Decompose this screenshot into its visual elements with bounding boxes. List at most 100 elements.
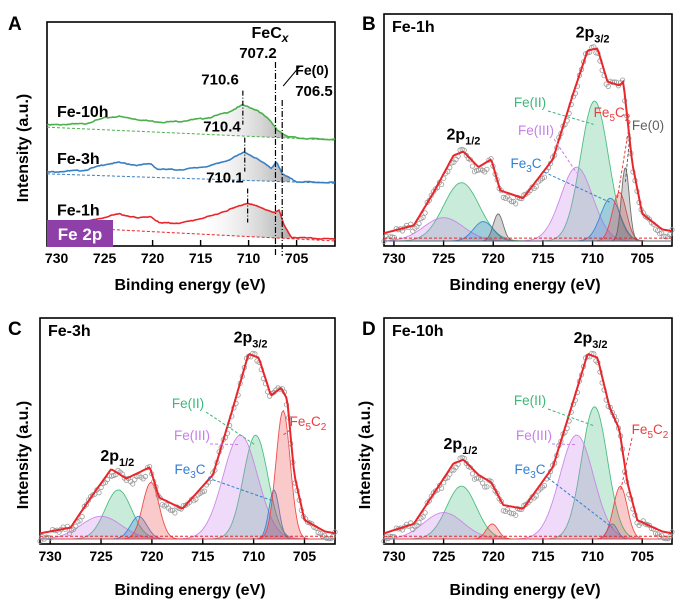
panel-d-ylabel: Intensity (a.u.) — [357, 401, 374, 509]
panel-a: A 730 725 720 715 710 705 Fe-10h 710.6 Fe-3h 710.… — [8, 14, 336, 294]
panel-d-data-point — [469, 471, 476, 477]
panel-c-label-fec: Fe3C — [174, 462, 205, 481]
panel-c-data-point — [201, 488, 207, 494]
panel-d-data-point — [533, 493, 539, 499]
panel-b-data-point — [533, 184, 539, 190]
panel-a-fe-1h-label: Fe-1h — [57, 203, 100, 220]
panel-a-xtick-label: 720 — [141, 250, 165, 266]
panel-b-data-point — [508, 199, 515, 205]
panel-b-label-feiii: Fe(III) — [518, 123, 554, 138]
panel-d-component-satellite-peak — [384, 523, 672, 540]
panel-a-xlabel: Binding energy (eV) — [114, 277, 265, 294]
panel-c-label-fec: Fe5C2 — [290, 414, 327, 433]
panel-c-letter: C — [8, 319, 22, 340]
panel-b-data-point — [657, 231, 663, 237]
panel-a-fe0-leader — [282, 65, 301, 87]
panel-b-peak-label-p32: 2p3/2 — [576, 24, 610, 45]
panel-b-xtick-label: 730 — [382, 250, 406, 266]
panel-a-fe-3h-shade — [191, 152, 291, 182]
panel-a-frame — [46, 21, 336, 247]
panel-c-xlabel: Binding energy (eV) — [114, 582, 265, 599]
panel-b-data-point — [416, 221, 422, 227]
panel-c-peak-label-p32: 2p3/2 — [234, 330, 268, 351]
panel-b-label-leader — [543, 171, 610, 203]
panel-c-xtick-label: 720 — [140, 548, 164, 564]
panel-d-data-point — [541, 482, 548, 489]
panel-b-xtick-label: 725 — [432, 250, 456, 266]
panel-c-frame — [39, 317, 336, 545]
panel-d-data-point — [480, 480, 486, 486]
panel-a-xtick-label: 710 — [237, 250, 261, 266]
panel-c-xtick-label: 710 — [242, 548, 266, 564]
panel-d-label-fec: Fe3C — [514, 462, 545, 481]
panel-d: D 730 725 720 715 710 705 2p1/2 2p3/2 Fe-10h Fe(I… — [357, 317, 675, 599]
panel-d-data-point — [667, 533, 673, 540]
fe-2p-badge — [47, 220, 113, 247]
panel-b-label-leader — [547, 110, 594, 125]
panel-c-data-point — [193, 496, 199, 502]
panel-b-xtick-label: 715 — [531, 250, 555, 266]
panel-b-component-satellite-peak — [384, 213, 672, 242]
panel-a-fe-10h-shade — [191, 104, 291, 139]
panel-d-xtick-label: 705 — [631, 548, 655, 564]
panel-b-data-point — [667, 231, 673, 238]
panel-c-plot: 730 725 720 715 710 705 2p1/2 2p3/2 Fe-3h Fe(II) F… — [37, 317, 338, 564]
panel-d-label-leader — [619, 437, 633, 492]
panel-b-label-feii: Fe(II) — [514, 95, 546, 110]
panel-a-xtick-label: 705 — [285, 250, 309, 266]
panel-a-letter: A — [8, 14, 22, 35]
panel-b-label-fe0: Fe(0) — [632, 118, 664, 133]
panel-d-data-point — [513, 512, 519, 518]
panel-b-label-fec: Fe5C2 — [594, 105, 631, 124]
panel-c-label-feiii: Fe(III) — [174, 428, 210, 443]
panel-d-frame — [383, 317, 673, 545]
fe0-annotation: Fe(0) — [295, 62, 328, 78]
panel-d-xtick-label: 730 — [382, 548, 406, 564]
panel-a-peak-value: 710.1 — [206, 170, 244, 187]
annotation-707-2: 707.2 — [239, 45, 277, 62]
panel-c-xtick-label: 715 — [191, 548, 215, 564]
panel-b-xtick-label: 720 — [482, 250, 506, 266]
panel-c-component-satellite-peak — [40, 481, 335, 540]
panel-d-label-feii: Fe(II) — [514, 393, 546, 408]
panel-c-xtick-label: 705 — [293, 548, 317, 564]
panel-b-xtick-label: 705 — [631, 250, 655, 266]
panel-b-data-point — [389, 234, 395, 240]
panel-a-xtick-label: 730 — [45, 250, 69, 266]
panel-c-data-point — [77, 518, 83, 524]
panel-a-fe-3h-line — [46, 151, 336, 184]
panel-d-label-fec: Fe5C2 — [632, 422, 669, 441]
panel-d-data-point — [420, 514, 426, 520]
panel-d-xlabel: Binding energy (eV) — [449, 582, 600, 599]
panel-a-fe-1h-shade — [191, 203, 291, 239]
panel-b-data-point — [484, 166, 490, 172]
panel-a-fe-1h-line — [46, 202, 336, 241]
panel-a-ylabel: Intensity (a.u.) — [15, 94, 32, 202]
panel-a-fe-10h-label: Fe-10h — [57, 104, 109, 121]
panel-d-envelope-fit — [383, 353, 673, 535]
panel-c-data-point — [79, 513, 85, 520]
panel-c-data-point — [168, 507, 174, 513]
panel-a-peak-value: 710.4 — [203, 119, 241, 136]
panel-c-title: Fe-3h — [48, 323, 91, 340]
panel-b-data-point — [663, 234, 669, 240]
fe-2p-badge-label: Fe 2p — [58, 225, 102, 244]
panel-b-data-point — [381, 238, 387, 244]
panel-c-peak-label-p12: 2p1/2 — [100, 448, 134, 469]
panel-d-letter: D — [362, 319, 376, 340]
panel-c-xtick-label: 730 — [38, 548, 62, 564]
panel-d-title: Fe-10h — [392, 323, 444, 340]
panel-a-fe-1h-background — [46, 225, 336, 242]
panel-d-peak-label-p12: 2p1/2 — [443, 436, 477, 457]
annotation-706-5: 706.5 — [295, 83, 333, 100]
panel-c-data-point — [73, 523, 79, 529]
panel-d-xtick-label: 725 — [432, 548, 456, 564]
panel-d-data-point — [416, 519, 422, 526]
panel-c-data-point — [132, 476, 138, 483]
panel-c-data-point — [172, 510, 178, 516]
panel-a-peak-value: 710.6 — [201, 72, 239, 89]
panel-b-data-point — [422, 210, 428, 216]
panel-d-data-point — [482, 484, 488, 490]
